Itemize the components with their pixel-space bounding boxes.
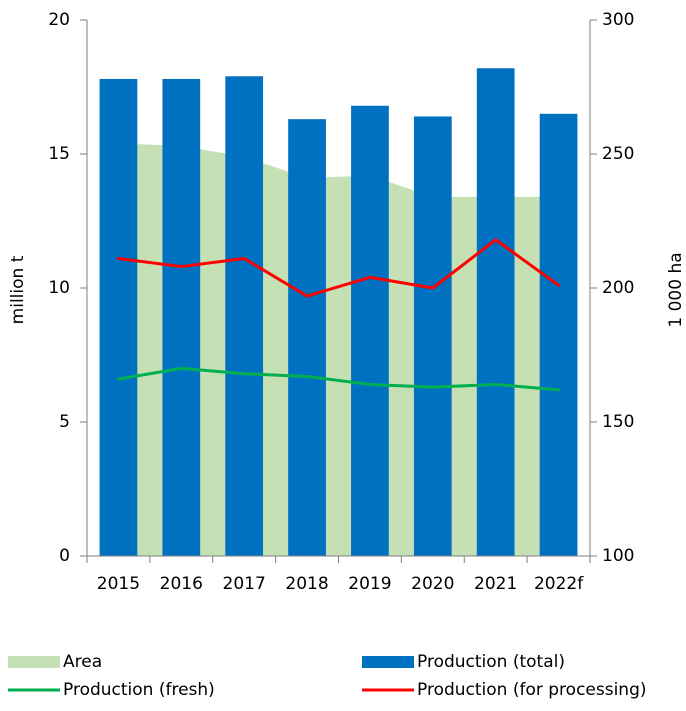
bar (162, 78, 201, 557)
bar (225, 76, 264, 556)
y2-axis-label: 1 000 ha (666, 252, 686, 327)
bar (99, 78, 138, 557)
y2-tick-label: 250 (602, 144, 634, 164)
x-tick-label: 2022f (534, 574, 584, 594)
x-tick-label: 2015 (97, 574, 140, 594)
y2-tick-label: 300 (602, 10, 634, 30)
line (116, 366, 561, 392)
y2-tick-label: 150 (602, 412, 634, 432)
y-tick-label: 20 (48, 10, 70, 30)
y-tick-label: 5 (59, 412, 70, 432)
line (116, 238, 561, 298)
x-tick-label: 2020 (411, 574, 454, 594)
x-tick-label: 2018 (285, 574, 328, 594)
legend-label: Production (for processing) (417, 680, 647, 700)
y2-tick-label: 100 (602, 546, 634, 566)
legend-swatch (362, 656, 414, 668)
legend-label: Area (63, 652, 102, 672)
legend-label: Production (fresh) (63, 680, 215, 700)
bar (413, 116, 452, 556)
legend-swatch (8, 656, 60, 668)
bar (539, 113, 578, 557)
y-tick-label: 15 (48, 144, 70, 164)
legend-label: Production (total) (417, 652, 565, 672)
y-tick-label: 0 (59, 546, 70, 566)
bar (476, 68, 515, 557)
x-tick-label: 2017 (223, 574, 266, 594)
bar (288, 119, 326, 556)
x-tick-label: 2021 (474, 574, 517, 594)
x-tick-label: 2019 (348, 574, 391, 594)
x-tick-label: 2016 (160, 574, 203, 594)
y-tick-label: 10 (48, 278, 70, 298)
bar (351, 105, 389, 556)
y-axis-label: million t (8, 255, 28, 324)
y2-tick-label: 200 (602, 278, 634, 298)
